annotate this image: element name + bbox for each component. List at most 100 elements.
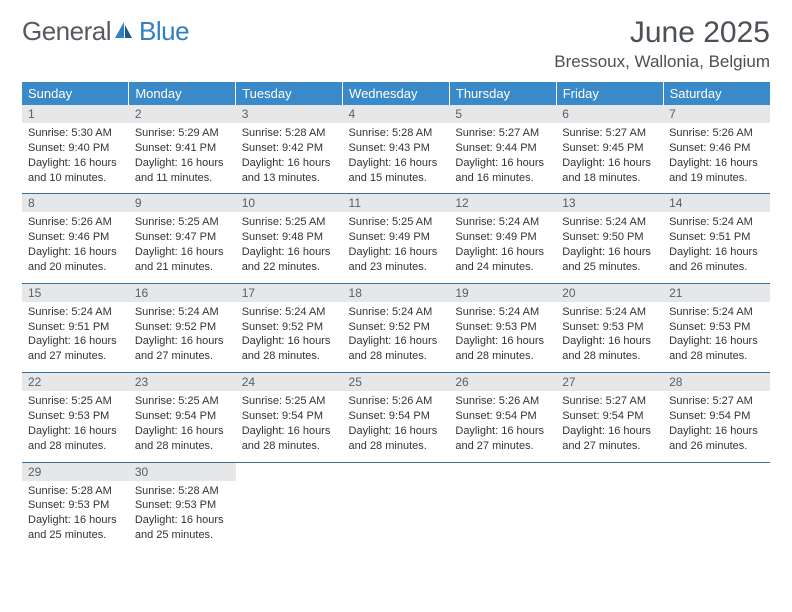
sunset-text: Sunset: 9:41 PM <box>135 141 230 156</box>
sunrise-text: Sunrise: 5:27 AM <box>669 394 764 409</box>
calendar-cell: 1Sunrise: 5:30 AMSunset: 9:40 PMDaylight… <box>22 105 129 194</box>
daylight-text-2: and 28 minutes. <box>349 439 444 454</box>
daylight-text-2: and 20 minutes. <box>28 260 123 275</box>
daylight-text-1: Daylight: 16 hours <box>562 424 657 439</box>
day-content: Sunrise: 5:24 AMSunset: 9:51 PMDaylight:… <box>22 302 129 372</box>
day-content: Sunrise: 5:24 AMSunset: 9:49 PMDaylight:… <box>449 212 556 282</box>
sunset-text: Sunset: 9:53 PM <box>455 320 550 335</box>
daylight-text-2: and 23 minutes. <box>349 260 444 275</box>
calendar-cell: 24Sunrise: 5:25 AMSunset: 9:54 PMDayligh… <box>236 373 343 462</box>
daylight-text-1: Daylight: 16 hours <box>349 424 444 439</box>
daylight-text-1: Daylight: 16 hours <box>28 156 123 171</box>
day-content: Sunrise: 5:26 AMSunset: 9:46 PMDaylight:… <box>22 212 129 282</box>
day-number: 15 <box>22 284 129 302</box>
daylight-text-1: Daylight: 16 hours <box>669 245 764 260</box>
calendar-cell: 13Sunrise: 5:24 AMSunset: 9:50 PMDayligh… <box>556 194 663 283</box>
calendar-cell <box>556 462 663 551</box>
sunrise-text: Sunrise: 5:25 AM <box>349 215 444 230</box>
weekday-header: Friday <box>556 82 663 105</box>
sunrise-text: Sunrise: 5:27 AM <box>562 394 657 409</box>
calendar-cell: 26Sunrise: 5:26 AMSunset: 9:54 PMDayligh… <box>449 373 556 462</box>
calendar-cell: 7Sunrise: 5:26 AMSunset: 9:46 PMDaylight… <box>663 105 770 194</box>
sunrise-text: Sunrise: 5:24 AM <box>455 215 550 230</box>
daylight-text-1: Daylight: 16 hours <box>349 245 444 260</box>
day-number: 8 <box>22 194 129 212</box>
sunrise-text: Sunrise: 5:26 AM <box>455 394 550 409</box>
day-content: Sunrise: 5:24 AMSunset: 9:51 PMDaylight:… <box>663 212 770 282</box>
daylight-text-1: Daylight: 16 hours <box>135 513 230 528</box>
daylight-text-1: Daylight: 16 hours <box>242 334 337 349</box>
day-number: 18 <box>343 284 450 302</box>
day-content: Sunrise: 5:30 AMSunset: 9:40 PMDaylight:… <box>22 123 129 193</box>
calendar-cell: 3Sunrise: 5:28 AMSunset: 9:42 PMDaylight… <box>236 105 343 194</box>
calendar: Sunday Monday Tuesday Wednesday Thursday… <box>22 82 770 551</box>
daylight-text-2: and 28 minutes. <box>242 349 337 364</box>
weekday-header: Thursday <box>449 82 556 105</box>
calendar-row: 29Sunrise: 5:28 AMSunset: 9:53 PMDayligh… <box>22 462 770 551</box>
sunrise-text: Sunrise: 5:28 AM <box>242 126 337 141</box>
sunset-text: Sunset: 9:51 PM <box>669 230 764 245</box>
calendar-row: 22Sunrise: 5:25 AMSunset: 9:53 PMDayligh… <box>22 373 770 462</box>
calendar-cell: 28Sunrise: 5:27 AMSunset: 9:54 PMDayligh… <box>663 373 770 462</box>
day-number: 1 <box>22 105 129 123</box>
daylight-text-1: Daylight: 16 hours <box>669 424 764 439</box>
daylight-text-1: Daylight: 16 hours <box>242 424 337 439</box>
sunset-text: Sunset: 9:44 PM <box>455 141 550 156</box>
sunrise-text: Sunrise: 5:29 AM <box>135 126 230 141</box>
calendar-cell: 11Sunrise: 5:25 AMSunset: 9:49 PMDayligh… <box>343 194 450 283</box>
daylight-text-1: Daylight: 16 hours <box>242 156 337 171</box>
day-number: 19 <box>449 284 556 302</box>
sunset-text: Sunset: 9:53 PM <box>562 320 657 335</box>
logo: General Blue <box>22 16 189 47</box>
sunrise-text: Sunrise: 5:24 AM <box>349 305 444 320</box>
daylight-text-1: Daylight: 16 hours <box>135 245 230 260</box>
day-content: Sunrise: 5:26 AMSunset: 9:46 PMDaylight:… <box>663 123 770 193</box>
daylight-text-1: Daylight: 16 hours <box>349 156 444 171</box>
sunrise-text: Sunrise: 5:24 AM <box>242 305 337 320</box>
daylight-text-1: Daylight: 16 hours <box>455 156 550 171</box>
sunset-text: Sunset: 9:54 PM <box>455 409 550 424</box>
sunrise-text: Sunrise: 5:25 AM <box>242 394 337 409</box>
daylight-text-2: and 18 minutes. <box>562 171 657 186</box>
calendar-cell: 8Sunrise: 5:26 AMSunset: 9:46 PMDaylight… <box>22 194 129 283</box>
calendar-cell: 20Sunrise: 5:24 AMSunset: 9:53 PMDayligh… <box>556 283 663 372</box>
daylight-text-2: and 11 minutes. <box>135 171 230 186</box>
calendar-cell: 23Sunrise: 5:25 AMSunset: 9:54 PMDayligh… <box>129 373 236 462</box>
weekday-header: Wednesday <box>343 82 450 105</box>
calendar-cell <box>343 462 450 551</box>
calendar-cell: 30Sunrise: 5:28 AMSunset: 9:53 PMDayligh… <box>129 462 236 551</box>
day-content: Sunrise: 5:28 AMSunset: 9:53 PMDaylight:… <box>129 481 236 551</box>
calendar-cell <box>236 462 343 551</box>
day-content: Sunrise: 5:25 AMSunset: 9:53 PMDaylight:… <box>22 391 129 461</box>
daylight-text-2: and 28 minutes. <box>349 349 444 364</box>
calendar-cell: 12Sunrise: 5:24 AMSunset: 9:49 PMDayligh… <box>449 194 556 283</box>
calendar-cell: 25Sunrise: 5:26 AMSunset: 9:54 PMDayligh… <box>343 373 450 462</box>
day-content: Sunrise: 5:24 AMSunset: 9:53 PMDaylight:… <box>663 302 770 372</box>
sunset-text: Sunset: 9:54 PM <box>349 409 444 424</box>
logo-sail-icon <box>113 16 135 47</box>
calendar-cell: 19Sunrise: 5:24 AMSunset: 9:53 PMDayligh… <box>449 283 556 372</box>
calendar-cell: 10Sunrise: 5:25 AMSunset: 9:48 PMDayligh… <box>236 194 343 283</box>
day-number: 29 <box>22 463 129 481</box>
day-number: 28 <box>663 373 770 391</box>
weekday-header: Saturday <box>663 82 770 105</box>
day-content: Sunrise: 5:29 AMSunset: 9:41 PMDaylight:… <box>129 123 236 193</box>
day-number: 6 <box>556 105 663 123</box>
location: Bressoux, Wallonia, Belgium <box>554 52 770 72</box>
sunrise-text: Sunrise: 5:24 AM <box>455 305 550 320</box>
calendar-row: 15Sunrise: 5:24 AMSunset: 9:51 PMDayligh… <box>22 283 770 372</box>
sunset-text: Sunset: 9:43 PM <box>349 141 444 156</box>
sunrise-text: Sunrise: 5:25 AM <box>28 394 123 409</box>
month-title: June 2025 <box>554 16 770 50</box>
day-number: 22 <box>22 373 129 391</box>
day-number: 30 <box>129 463 236 481</box>
daylight-text-1: Daylight: 16 hours <box>669 156 764 171</box>
daylight-text-2: and 16 minutes. <box>455 171 550 186</box>
calendar-cell: 17Sunrise: 5:24 AMSunset: 9:52 PMDayligh… <box>236 283 343 372</box>
day-number: 2 <box>129 105 236 123</box>
day-number: 27 <box>556 373 663 391</box>
daylight-text-2: and 27 minutes. <box>28 349 123 364</box>
day-number: 4 <box>343 105 450 123</box>
sunset-text: Sunset: 9:52 PM <box>242 320 337 335</box>
sunrise-text: Sunrise: 5:24 AM <box>135 305 230 320</box>
